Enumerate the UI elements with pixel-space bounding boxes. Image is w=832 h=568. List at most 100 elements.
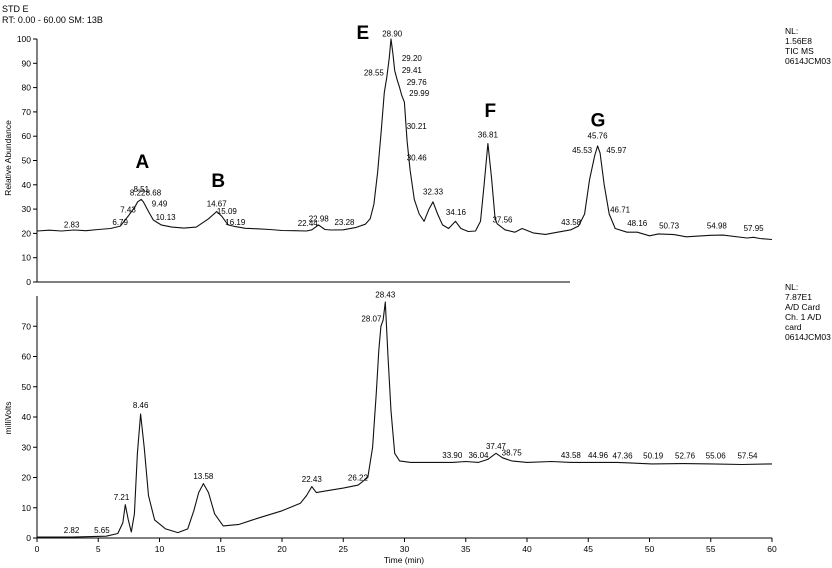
tic-info-line: 0614JCM03 [785,56,831,66]
tic-peak-label: 6.79 [112,218,128,227]
tic-peak-label: 10.13 [156,213,177,222]
tic-info-line: NL: [785,26,798,36]
tic-peak-label: 43.58 [561,218,582,227]
tic-peak-label: 23.28 [334,218,355,227]
tic-y-tick-label: 60 [22,131,32,141]
tic-peak-label: 29.20 [402,54,423,63]
mv-y-tick-label: 30 [22,442,32,452]
tic-peak-label: 29.99 [409,89,430,98]
mv-peak-label: 55.06 [706,452,727,461]
tic-y-tick-label: 100 [17,34,31,44]
mv-y-tick-label: 60 [22,352,32,362]
x-tick-label: 5 [96,544,101,554]
mv-peak-label: 26.22 [348,474,369,483]
x-tick-label: 0 [35,544,40,554]
tic-peak-label: 15.09 [217,207,238,216]
mv-peak-label: 57.54 [737,452,758,461]
x-tick-label: 45 [584,544,594,554]
tic-peak-label: 48.16 [627,219,648,228]
tic-peak-label: 9.49 [152,200,168,209]
mv-peak-label: 22.43 [302,475,323,484]
tic-peak-label: 37.56 [492,215,513,224]
mv-y-tick-label: 70 [22,321,32,331]
x-tick-label: 55 [706,544,716,554]
peak-letter-f: F [484,101,496,122]
tic-peak-label: 29.41 [402,66,423,75]
tic-peak-label: 45.53 [572,146,593,155]
mv-peak-label: 5.65 [94,526,110,535]
tic-y-tick-label: 10 [22,253,32,263]
tic-peak-label: 14.67 [207,200,228,209]
tic-peak-label: 22.98 [309,214,330,223]
mv-peak-label: 38.75 [502,448,523,457]
tic-peak-label: 57.95 [744,224,765,233]
mv-peak-label: 47.36 [613,451,634,460]
mv-info-line: Ch. 1 A/D [785,312,821,322]
mv-y-label: milliVolts [3,401,13,434]
mv-peak-label: 44.96 [588,451,609,460]
tic-y-tick-label: 20 [22,228,32,238]
tic-peak-label: 46.71 [610,206,631,215]
tic-trace-group: 0 10 20 30 40 50 60 70 80 90 100 2.83 6.79 7.43 8.228.… [17,23,831,287]
x-tick-label: 35 [461,544,471,554]
tic-y-tick-label: 90 [22,58,32,68]
x-tick-label: 30 [400,544,410,554]
tic-peak-label: 50.73 [659,222,680,231]
mv-info-line: card [785,322,802,332]
tic-peak-label: 30.21 [407,122,428,131]
tic-peak-label: 29.76 [407,78,428,87]
peak-letter-a: A [135,152,149,173]
mv-info-line: 0614JCM03 [785,332,831,342]
tic-peak-label: 28.90 [382,30,403,39]
mv-y-tick-label: 0 [26,533,31,543]
tic-peak-label: 32.33 [423,188,444,197]
mv-info-line: NL: [785,282,798,292]
mv-peak-label: 37.47 [486,442,507,451]
header-rt-range: RT: 0.00 - 60.00 SM: 13B [2,15,103,25]
mv-peak-label: 28.43 [375,291,396,300]
tic-y-tick-label: 40 [22,180,32,190]
tic-y-tick-label: 50 [22,156,32,166]
header-title: STD E [2,4,29,14]
x-tick-label: 20 [277,544,287,554]
tic-peak-label: 28.55 [364,68,385,77]
tic-info-line: 1.56E8 [785,36,812,46]
peak-letter-g: G [591,110,606,131]
peak-letter-e: E [357,23,370,44]
tic-peak-label: 30.46 [407,154,428,163]
tic-y-tick-label: 80 [22,83,32,93]
tic-info-line: TIC MS [785,46,814,56]
tic-peak-label: 45.76 [588,132,609,141]
mv-peak-label: 50.19 [643,451,664,460]
mv-trace-group: 0 10 20 30 40 50 60 70 0 5 10 15 20 25 30 35 40 45 50 55 60 2… [22,282,832,554]
x-tick-label: 50 [645,544,655,554]
mv-peak-label: 13.58 [193,472,214,481]
mv-peak-label: 36.04 [468,451,489,460]
tic-y-tick-label: 70 [22,107,32,117]
mv-peak-label: 8.46 [133,401,149,410]
tic-peak-label: 2.83 [64,220,80,229]
tic-peak-label: 8.51 [133,185,149,194]
mv-info-line: 7.87E1 [785,292,812,302]
tic-peak-label: 7.43 [120,206,136,215]
tic-peak-label: 22.44 [298,219,319,228]
x-tick-label: 60 [767,544,777,554]
tic-trace-line [36,38,773,241]
mv-peak-label: 33.90 [442,451,463,460]
tic-y-label: Relative Abundance [3,120,13,196]
mv-peak-label: 43.58 [561,451,582,460]
tic-peak-label: 8.22 [130,189,146,198]
mv-trace-line [37,301,773,538]
mv-peak-label: 2.82 [64,526,80,535]
mv-peak-label: 52.76 [675,452,696,461]
x-tick-label: 10 [155,544,165,554]
tic-y-tick-label: 30 [22,204,32,214]
tic-peak-label: 45.97 [606,146,627,155]
mv-y-tick-label: 40 [22,412,32,422]
tic-peak-label: 34.16 [446,208,467,217]
mv-info-line: A/D Card [785,302,820,312]
x-tick-label: 40 [522,544,532,554]
tic-peak-label: 16.19 [225,218,246,227]
tic-peak-label: 54.98 [707,222,728,231]
